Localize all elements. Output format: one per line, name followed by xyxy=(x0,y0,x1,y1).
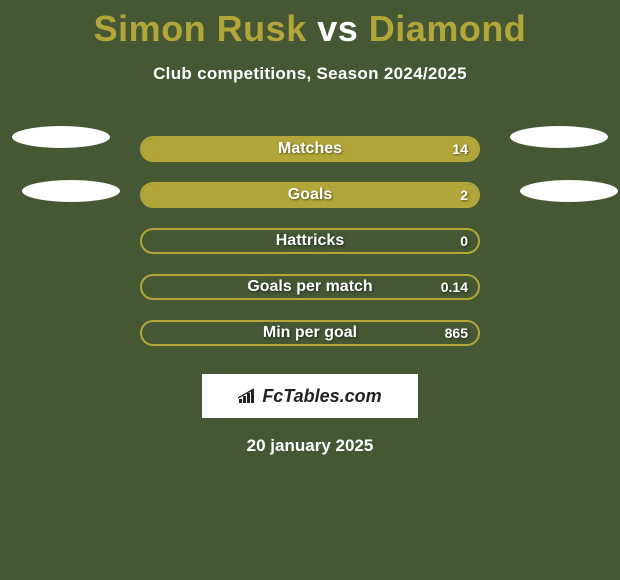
date: 20 january 2025 xyxy=(0,436,620,456)
bar-fill-right xyxy=(142,138,478,160)
bar-container xyxy=(140,136,480,162)
ellipse-decoration xyxy=(510,126,608,148)
vs-separator: vs xyxy=(317,8,358,49)
bar-fill-right xyxy=(142,184,478,206)
comparison-title: Simon Rusk vs Diamond xyxy=(0,0,620,50)
bar-container xyxy=(140,320,480,346)
stat-row: Hattricks0 xyxy=(0,218,620,264)
bar-container xyxy=(140,228,480,254)
stat-row: Goals per match0.14 xyxy=(0,264,620,310)
player1-name: Simon Rusk xyxy=(94,8,307,49)
ellipse-decoration xyxy=(12,126,110,148)
bar-container xyxy=(140,274,480,300)
player2-name: Diamond xyxy=(369,8,527,49)
bar-container xyxy=(140,182,480,208)
ellipse-decoration xyxy=(520,180,618,202)
stats-chart: Matches14Goals2Hattricks0Goals per match… xyxy=(0,126,620,356)
stat-row: Min per goal865 xyxy=(0,310,620,356)
subtitle: Club competitions, Season 2024/2025 xyxy=(0,64,620,84)
ellipse-decoration xyxy=(22,180,120,202)
logo-label: FcTables.com xyxy=(262,386,381,407)
logo-box: FcTables.com xyxy=(202,374,418,418)
logo-text: FcTables.com xyxy=(238,386,381,407)
bar-chart-icon xyxy=(238,388,258,404)
